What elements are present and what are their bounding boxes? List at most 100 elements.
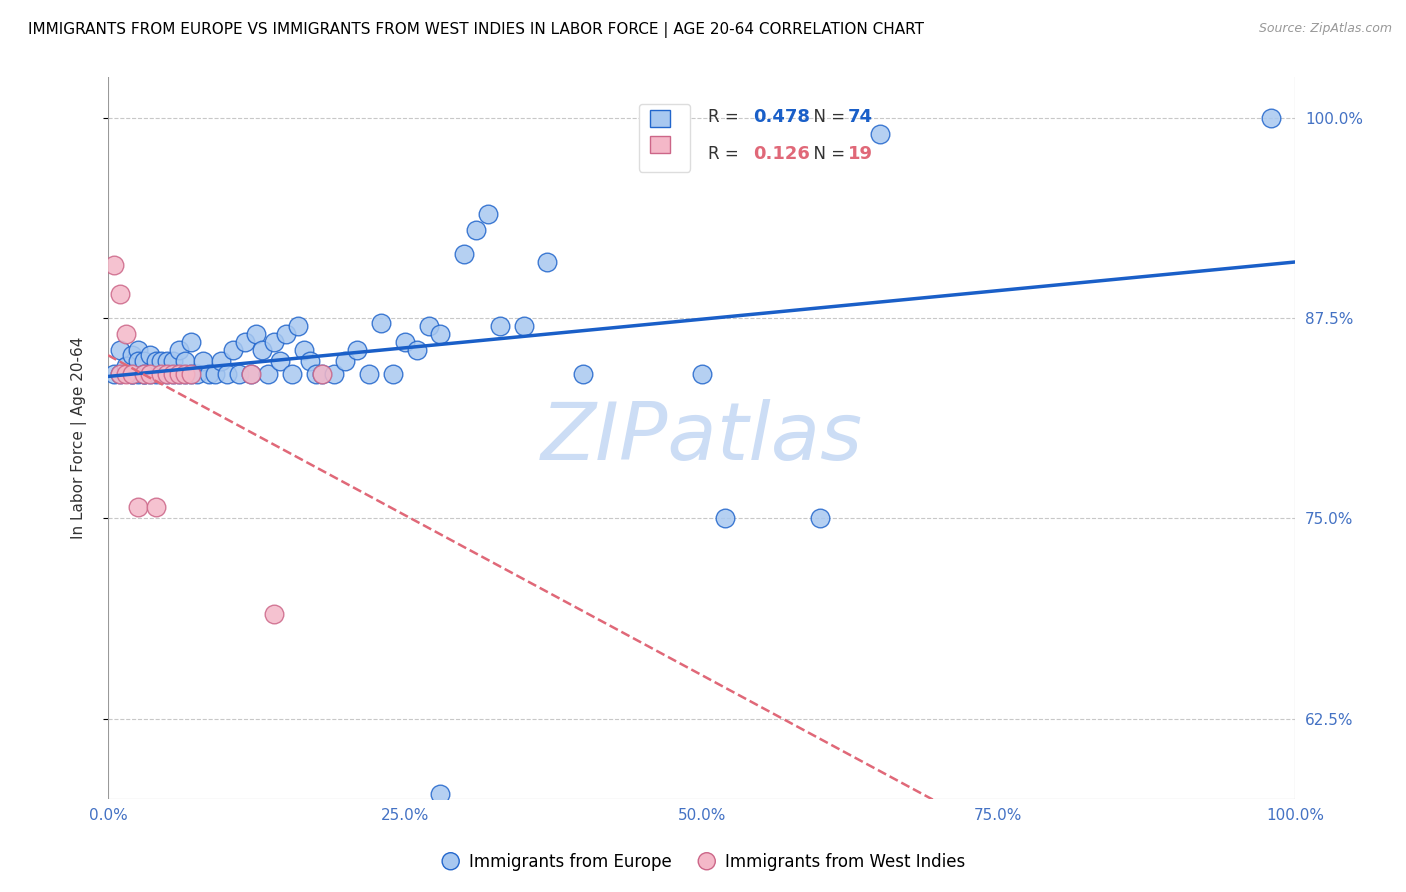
- Point: [156, 367, 179, 381]
- Point: [465, 223, 488, 237]
- Point: [145, 367, 167, 381]
- Text: 0.126: 0.126: [752, 145, 810, 162]
- Point: [180, 367, 202, 381]
- Point: [209, 354, 232, 368]
- Point: [132, 367, 155, 381]
- Text: N =: N =: [803, 145, 849, 162]
- Point: [287, 318, 309, 333]
- Point: [162, 367, 184, 381]
- Point: [169, 343, 191, 357]
- Point: [115, 359, 138, 373]
- Point: [239, 367, 262, 381]
- Point: [405, 343, 427, 357]
- Point: [269, 354, 291, 368]
- Point: [477, 207, 499, 221]
- Point: [121, 367, 143, 381]
- Point: [222, 343, 245, 357]
- Point: [453, 246, 475, 260]
- Point: [869, 127, 891, 141]
- Text: ZIPatlas: ZIPatlas: [540, 399, 863, 477]
- Point: [808, 511, 831, 525]
- Point: [252, 343, 274, 357]
- Point: [138, 348, 160, 362]
- Point: [418, 318, 440, 333]
- Point: [145, 354, 167, 368]
- Point: [488, 318, 510, 333]
- Point: [127, 500, 149, 514]
- Point: [204, 367, 226, 381]
- Point: [132, 354, 155, 368]
- Point: [121, 367, 143, 381]
- Point: [121, 367, 143, 381]
- Point: [245, 326, 267, 341]
- Point: [132, 367, 155, 381]
- Point: [127, 343, 149, 357]
- Point: [169, 367, 191, 381]
- Point: [228, 367, 250, 381]
- Point: [150, 367, 173, 381]
- Legend: Immigrants from Europe, Immigrants from West Indies: Immigrants from Europe, Immigrants from …: [432, 845, 974, 880]
- Point: [174, 367, 197, 381]
- Point: [150, 354, 173, 368]
- Point: [311, 367, 333, 381]
- Point: [239, 367, 262, 381]
- Point: [121, 348, 143, 362]
- Point: [138, 367, 160, 381]
- Point: [108, 343, 131, 357]
- Point: [298, 354, 321, 368]
- Y-axis label: In Labor Force | Age 20-64: In Labor Force | Age 20-64: [72, 337, 87, 540]
- Point: [281, 367, 304, 381]
- Point: [512, 318, 534, 333]
- Point: [370, 316, 392, 330]
- Point: [257, 367, 280, 381]
- Point: [127, 367, 149, 381]
- Point: [115, 326, 138, 341]
- Point: [690, 367, 713, 381]
- Text: Source: ZipAtlas.com: Source: ZipAtlas.com: [1258, 22, 1392, 36]
- Point: [115, 367, 138, 381]
- Point: [233, 334, 256, 349]
- Point: [215, 367, 238, 381]
- Point: [162, 367, 184, 381]
- Point: [169, 367, 191, 381]
- Point: [156, 354, 179, 368]
- Point: [132, 367, 155, 381]
- Text: IMMIGRANTS FROM EUROPE VS IMMIGRANTS FROM WEST INDIES IN LABOR FORCE | AGE 20-64: IMMIGRANTS FROM EUROPE VS IMMIGRANTS FRO…: [28, 22, 924, 38]
- Point: [103, 258, 125, 272]
- Text: R =: R =: [707, 109, 744, 127]
- Point: [292, 343, 315, 357]
- Point: [572, 367, 595, 381]
- Point: [335, 354, 357, 368]
- Point: [174, 354, 197, 368]
- Text: 19: 19: [848, 145, 873, 162]
- Point: [108, 286, 131, 301]
- Point: [263, 607, 285, 622]
- Point: [174, 367, 197, 381]
- Point: [180, 334, 202, 349]
- Point: [108, 367, 131, 381]
- Point: [322, 367, 344, 381]
- Text: N =: N =: [803, 109, 849, 127]
- Text: 0.478: 0.478: [752, 109, 810, 127]
- Legend: , : ,: [638, 103, 690, 172]
- Point: [180, 367, 202, 381]
- Point: [150, 367, 173, 381]
- Point: [162, 354, 184, 368]
- Point: [186, 367, 208, 381]
- Point: [311, 367, 333, 381]
- Point: [359, 367, 381, 381]
- Text: R =: R =: [707, 145, 744, 162]
- Point: [138, 367, 160, 381]
- Point: [198, 367, 221, 381]
- Point: [127, 354, 149, 368]
- Point: [394, 334, 416, 349]
- Point: [145, 500, 167, 514]
- Text: 74: 74: [848, 109, 873, 127]
- Point: [429, 326, 451, 341]
- Point: [108, 367, 131, 381]
- Point: [305, 367, 328, 381]
- Point: [276, 326, 298, 341]
- Point: [429, 787, 451, 801]
- Point: [263, 334, 285, 349]
- Point: [103, 367, 125, 381]
